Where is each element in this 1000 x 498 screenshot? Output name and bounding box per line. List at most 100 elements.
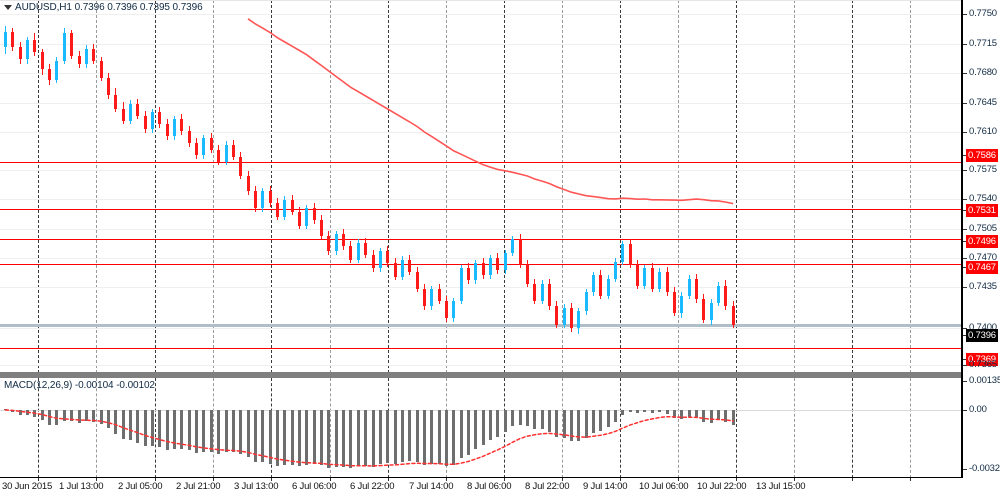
candlestick — [687, 0, 691, 373]
candlestick — [55, 0, 59, 373]
axis-tick — [963, 365, 967, 366]
price-level-label[interactable]: 0.7586 — [966, 149, 998, 162]
candlestick — [84, 0, 88, 373]
candle-body — [158, 112, 162, 125]
axis-label: 0.7400 — [969, 322, 997, 333]
candle-body — [459, 268, 463, 301]
gridline-horizontal — [0, 103, 962, 104]
current-price-label[interactable]: 0.7396 — [966, 329, 998, 342]
candlestick — [70, 0, 74, 373]
macd-bar — [246, 410, 250, 458]
candlestick — [356, 0, 360, 373]
time-tick — [910, 478, 911, 481]
candle-body — [298, 211, 301, 226]
candlestick — [555, 0, 559, 373]
candlestick — [268, 0, 272, 373]
candle-body — [202, 138, 206, 156]
candle-body — [606, 278, 610, 296]
candlestick — [128, 0, 132, 373]
macd-bar — [202, 410, 206, 452]
candlestick — [334, 0, 338, 373]
candlestick — [408, 0, 412, 373]
candle-body — [378, 251, 382, 269]
candlestick — [18, 0, 22, 373]
time-axis[interactable]: 30 Jun 2015 1 Jul 13:00 2 Jul 05:00 2 Jul 2… — [0, 478, 962, 498]
price-level-label[interactable]: 0.7369 — [966, 353, 998, 366]
macd-bar — [459, 410, 463, 459]
axis-tick — [963, 359, 967, 360]
macd-bar — [92, 410, 96, 422]
axis-tick — [963, 132, 967, 133]
macd-bar — [386, 410, 390, 464]
macd-bar — [430, 410, 434, 464]
candlestick — [106, 0, 110, 373]
macd-bar — [569, 410, 573, 442]
candle-body — [349, 246, 353, 260]
axis-label: 0.7680 — [969, 67, 997, 78]
gridline-vertical — [446, 0, 447, 373]
candlestick — [445, 0, 448, 373]
candlestick — [481, 0, 485, 373]
macd-bar — [180, 410, 184, 449]
symbol-header[interactable]: AUDUSD,H1 0.7396 0.7396 0.7395 0.7396 — [4, 1, 203, 14]
gridline-vertical — [678, 378, 679, 478]
price-level-label[interactable]: 0.7467 — [966, 261, 998, 274]
macd-bar — [275, 410, 279, 466]
candlestick — [151, 0, 154, 373]
candle-body — [290, 199, 294, 212]
candlestick — [599, 0, 603, 373]
candlestick — [393, 0, 397, 373]
candlestick — [11, 0, 15, 373]
gridline-vertical — [38, 0, 39, 373]
time-tick — [213, 478, 214, 481]
macd-bar — [371, 410, 375, 467]
gridline-vertical — [736, 0, 737, 373]
candlestick — [158, 0, 162, 373]
macd-bar — [128, 410, 132, 441]
candle-body — [452, 300, 456, 319]
candle-body — [702, 299, 706, 320]
gridline-horizontal — [0, 14, 962, 15]
candlestick — [195, 0, 199, 373]
candlestick — [187, 0, 191, 373]
candle-body — [584, 292, 588, 312]
price-level-label[interactable]: 0.7531 — [966, 204, 998, 217]
macd-bar — [547, 410, 551, 433]
macd-bar — [445, 410, 448, 467]
macd-bar — [253, 410, 257, 462]
candlestick — [342, 0, 346, 373]
macd-bar — [99, 410, 103, 425]
gridline-vertical — [213, 378, 214, 478]
candle-body — [400, 259, 404, 277]
chevron-down-icon[interactable] — [4, 5, 12, 10]
macd-bar — [268, 410, 272, 464]
candlestick — [33, 0, 37, 373]
macd-bar — [18, 410, 22, 416]
macd-pane[interactable] — [0, 378, 962, 478]
gridline-vertical — [330, 0, 331, 373]
candle-body — [386, 251, 390, 264]
candlestick — [606, 0, 610, 373]
macd-bar — [606, 410, 610, 428]
candle-body — [312, 208, 316, 221]
candlestick — [437, 0, 441, 373]
price-level-label[interactable]: 0.7496 — [966, 235, 998, 248]
macd-bar — [334, 410, 338, 467]
candle-body — [724, 285, 728, 307]
macd-signal-line — [4, 409, 734, 467]
time-axis-label: 9 Jul 14:00 — [583, 481, 628, 492]
candlestick — [452, 0, 456, 373]
candlestick — [40, 0, 44, 373]
time-tick — [562, 478, 563, 481]
macd-bar — [106, 410, 110, 429]
candlestick — [592, 0, 595, 373]
price-chart-pane[interactable] — [0, 0, 962, 373]
gridline-vertical — [678, 0, 679, 373]
candle-body — [320, 220, 324, 236]
candle-body — [209, 138, 213, 151]
candlestick — [577, 0, 581, 373]
macd-bar — [665, 410, 669, 414]
candle-body — [106, 78, 110, 96]
macd-axis-label: 0.00135 — [969, 375, 1000, 386]
price-axis[interactable]: 0.7750 0.7715 0.7680 0.7645 0.7610 0.7586 0.75… — [963, 0, 1000, 498]
